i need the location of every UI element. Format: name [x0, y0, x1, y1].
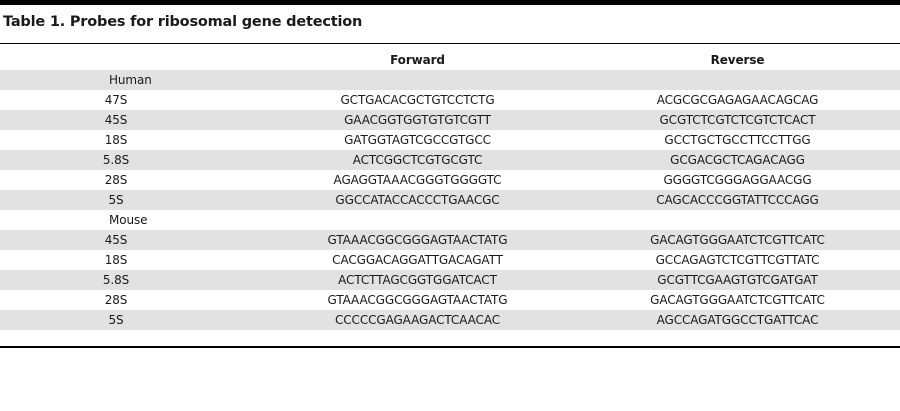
- reverse-primer: GCCTGCTGCCTTCCTTGG: [664, 133, 811, 147]
- group-row-human: Human: [0, 70, 900, 90]
- gene-label: 18S: [104, 253, 128, 267]
- probe-table: Forward Reverse Human 47S GCTGACACGCTGTC…: [0, 50, 900, 330]
- gene-label: 45S: [104, 233, 128, 247]
- gene-label: 28S: [104, 293, 128, 307]
- table-row: 5S GGCCATACCACCCTGAACGC CAGCACCCGGTATTCC…: [0, 190, 900, 210]
- forward-primer: GAACGGTGGTGTGTCGTT: [344, 113, 491, 127]
- gene-label: 5S: [108, 193, 124, 207]
- reverse-primer: GGGGTCGGGAGGAACGG: [663, 173, 812, 187]
- group-label-human: Human: [109, 73, 152, 87]
- group-label-mouse: Mouse: [109, 213, 148, 227]
- header-top-rule: [0, 43, 900, 44]
- gene-label: 47S: [104, 93, 128, 107]
- gene-label: 45S: [104, 113, 128, 127]
- top-rule: [0, 0, 900, 5]
- forward-primer: GCTGACACGCTGTCCTCTG: [340, 93, 495, 107]
- table-title: Table 1. Probes for ribosomal gene detec…: [3, 14, 363, 30]
- table-row: 45S GAACGGTGGTGTGTCGTT GCGTCTCGTCTCGTCTC…: [0, 110, 900, 130]
- gene-label: 5.8S: [102, 273, 130, 287]
- table-header-row: Forward Reverse: [0, 50, 900, 70]
- table-row: 5S CCCCCGAGAAGACTCAACAC AGCCAGATGGCCTGAT…: [0, 310, 900, 330]
- table-row: 47S GCTGACACGCTGTCCTCTG ACGCGCGAGAGAACAG…: [0, 90, 900, 110]
- group-row-mouse: Mouse: [0, 210, 900, 230]
- forward-primer: ACTCGGCTCGTGCGTC: [352, 153, 483, 167]
- table-row: 5.8S ACTCGGCTCGTGCGTC GCGACGCTCAGACAGG: [0, 150, 900, 170]
- table-row: 18S CACGGACAGGATTGACAGATT GCCAGAGTCTCGTT…: [0, 250, 900, 270]
- table-row: 5.8S ACTCTTAGCGGTGGATCACT GCGTTCGAAGTGTC…: [0, 270, 900, 290]
- forward-primer: CACGGACAGGATTGACAGATT: [332, 253, 503, 267]
- forward-primer: GGCCATACCACCCTGAACGC: [335, 193, 500, 207]
- column-header-forward: Forward: [390, 53, 445, 67]
- table-row: 45S GTAAACGGCGGGAGTAACTATG GACAGTGGGAATC…: [0, 230, 900, 250]
- forward-primer: GATGGTAGTCGCCGTGCC: [344, 133, 491, 147]
- column-header-reverse: Reverse: [710, 53, 765, 67]
- forward-primer: GTAAACGGCGGGAGTAACTATG: [327, 293, 508, 307]
- gene-label: 5S: [108, 313, 124, 327]
- forward-primer: ACTCTTAGCGGTGGATCACT: [338, 273, 497, 287]
- reverse-primer: AGCCAGATGGCCTGATTCAC: [656, 313, 819, 327]
- forward-primer: GTAAACGGCGGGAGTAACTATG: [327, 233, 508, 247]
- forward-primer: CCCCCGAGAAGACTCAACAC: [334, 313, 500, 327]
- table-row: 28S GTAAACGGCGGGAGTAACTATG GACAGTGGGAATC…: [0, 290, 900, 310]
- gene-label: 28S: [104, 173, 128, 187]
- table-row: 18S GATGGTAGTCGCCGTGCC GCCTGCTGCCTTCCTTG…: [0, 130, 900, 150]
- reverse-primer: GCGTCTCGTCTCGTCTCACT: [659, 113, 816, 127]
- reverse-primer: GACAGTGGGAATCTCGTTCATC: [650, 293, 825, 307]
- reverse-primer: GCGACGCTCAGACAGG: [670, 153, 805, 167]
- reverse-primer: GACAGTGGGAATCTCGTTCATC: [650, 233, 825, 247]
- table-bottom-rule: [0, 346, 900, 348]
- table-row: 28S AGAGGTAAACGGGTGGGGTC GGGGTCGGGAGGAAC…: [0, 170, 900, 190]
- gene-label: 18S: [104, 133, 128, 147]
- reverse-primer: GCGTTCGAAGTGTCGATGAT: [657, 273, 818, 287]
- reverse-primer: ACGCGCGAGAGAACAGCAG: [656, 93, 819, 107]
- reverse-primer: CAGCACCCGGTATTCCCAGG: [656, 193, 819, 207]
- reverse-primer: GCCAGAGTCTCGTTCGTTATC: [655, 253, 820, 267]
- gene-label: 5.8S: [102, 153, 130, 167]
- forward-primer: AGAGGTAAACGGGTGGGGTC: [333, 173, 502, 187]
